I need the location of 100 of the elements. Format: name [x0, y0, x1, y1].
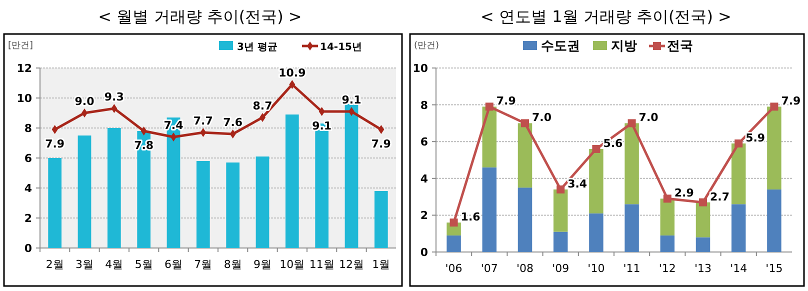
point: [699, 198, 707, 206]
data-label: 9.0: [74, 95, 95, 108]
x-tick-label: '12: [658, 262, 676, 275]
data-label: 2.7: [710, 190, 730, 204]
x-tick-label: '10: [588, 262, 605, 275]
x-tick-label: 2월: [46, 258, 64, 271]
bar: [767, 106, 782, 190]
bar: [624, 123, 639, 204]
bar: [285, 114, 299, 248]
x-tick-label: 10월: [280, 258, 305, 271]
x-tick-label: 8월: [224, 258, 242, 271]
y-tick-label: 6: [24, 152, 32, 165]
x-tick-label: '09: [552, 262, 570, 275]
x-tick-label: 12월: [339, 258, 364, 271]
x-tick-label: 7월: [194, 258, 212, 271]
y-tick-label: 8: [420, 98, 428, 112]
legend-label: 수도권: [541, 39, 580, 54]
point: [521, 119, 529, 128]
bar: [107, 128, 121, 248]
bar: [256, 156, 270, 248]
point: [200, 128, 206, 137]
data-label: 8.7: [252, 100, 272, 112]
point: [734, 139, 743, 148]
y-tick-label: 8: [24, 122, 32, 135]
point: [592, 144, 600, 153]
y-tick-label: 2: [24, 212, 32, 225]
y-tick-label: 12: [16, 62, 32, 75]
data-label: 7.7: [193, 114, 213, 128]
legend-label: 전국: [667, 39, 693, 54]
point: [628, 119, 636, 128]
data-label: 7.0: [638, 111, 659, 124]
bar: [589, 213, 604, 252]
bar: [518, 188, 532, 252]
bar: [731, 204, 746, 252]
data-label: 7.9: [45, 138, 65, 150]
x-tick-label: 3월: [76, 258, 94, 271]
x-tick-label: 5월: [134, 258, 153, 271]
bar: [78, 136, 92, 248]
point: [663, 194, 672, 203]
bar: [374, 191, 388, 248]
x-tick-label: '13: [694, 262, 712, 275]
data-label: 7.9: [496, 94, 516, 108]
y-tick-label: 4: [24, 182, 32, 195]
data-label: 10.9: [278, 66, 306, 80]
y-axis-title: [만건]: [8, 41, 34, 51]
y-tick-label: 6: [420, 136, 428, 149]
bar: [589, 148, 604, 214]
x-tick-label: '15: [766, 262, 783, 275]
bar: [553, 232, 568, 252]
legend-label: 14-15년: [320, 42, 362, 53]
bar: [344, 104, 358, 248]
bar: [624, 204, 639, 252]
data-label: 7.9: [781, 94, 801, 108]
data-label: 3.4: [568, 177, 588, 190]
data-label: 7.9: [371, 138, 391, 150]
chart-title: < 월별 거래량 추이(전국) >: [98, 7, 302, 26]
bar: [553, 189, 568, 232]
bar: [696, 202, 710, 238]
point: [111, 104, 118, 113]
y-tick-label: 0: [420, 246, 428, 259]
y-axis-title: (만건): [414, 41, 440, 51]
y-tick-label: 2: [420, 209, 428, 222]
bar: [446, 235, 461, 252]
data-label: 7.0: [532, 111, 552, 124]
data-label: 5.9: [746, 131, 766, 144]
point: [140, 126, 147, 136]
x-tick-label: 6월: [164, 258, 182, 271]
point: [556, 185, 565, 194]
point: [770, 102, 778, 111]
point: [52, 125, 58, 134]
x-tick-label: '06: [445, 262, 462, 275]
point: [450, 218, 458, 227]
legend-label: 3년 평균: [237, 42, 278, 53]
y-tick-label: 4: [420, 172, 428, 186]
x-tick-label: 9월: [254, 258, 272, 271]
point: [485, 102, 494, 111]
bar: [482, 167, 497, 252]
x-tick-label: '14: [730, 262, 748, 275]
point: [230, 130, 236, 138]
x-tick-label: 4월: [105, 258, 124, 271]
data-label: 9.1: [342, 94, 362, 106]
bar: [226, 162, 240, 248]
x-tick-label: '07: [480, 262, 498, 275]
data-label: 7.6: [223, 116, 243, 129]
data-label: 2.9: [674, 186, 694, 200]
x-tick-label: 11월: [309, 258, 334, 271]
x-tick-label: '11: [623, 262, 640, 275]
bar: [731, 143, 746, 204]
point: [289, 80, 296, 89]
bar: [196, 161, 210, 248]
bar: [660, 198, 675, 236]
bar: [660, 235, 675, 252]
chart-title: < 연도별 1월 거래량 추이(전국) >: [480, 7, 732, 26]
data-label: 9.3: [104, 90, 124, 104]
y-tick-label: 0: [24, 242, 32, 255]
legend-label: 지방: [611, 39, 637, 54]
data-label: 5.6: [603, 136, 624, 150]
bar: [48, 158, 62, 248]
y-tick-label: 10: [412, 62, 428, 75]
point: [378, 125, 384, 134]
